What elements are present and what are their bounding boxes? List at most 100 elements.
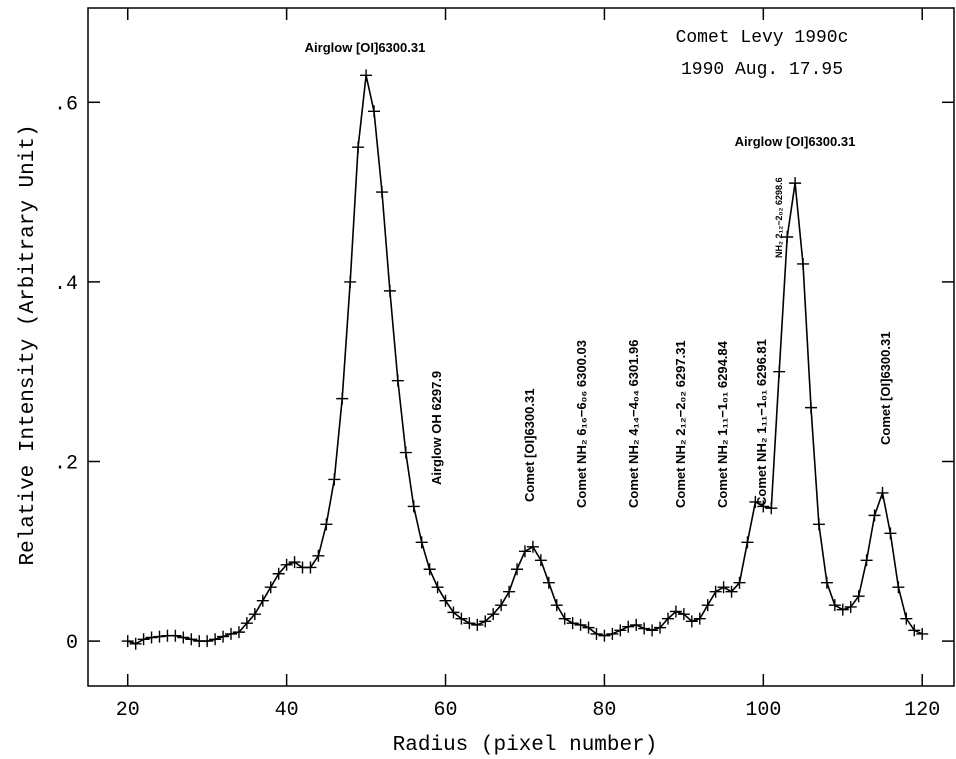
annotation: Comet [OI]6300.31 bbox=[878, 332, 893, 445]
annotation: Comet NH₂ 1₁₁−1₀₁ 6294.84 bbox=[715, 340, 730, 508]
y-tick-label: .4 bbox=[54, 273, 78, 296]
data-point bbox=[225, 627, 238, 640]
data-point bbox=[566, 617, 579, 630]
data-point bbox=[145, 631, 158, 644]
annotation: Comet NH₂ 4₁₄−4₀₄ 6301.96 bbox=[626, 339, 641, 508]
y-axis-label: Relative Intensity (Arbitrary Unit) bbox=[17, 124, 40, 565]
data-point bbox=[542, 576, 555, 589]
data-point bbox=[304, 561, 317, 574]
data-point bbox=[844, 600, 857, 613]
data-point bbox=[209, 633, 222, 646]
data-line bbox=[127, 75, 923, 645]
data-point bbox=[431, 581, 444, 594]
data-point bbox=[669, 605, 682, 618]
annotation: Comet NH₂ 2₁₂−2₀₂ 6297.31 bbox=[673, 340, 688, 508]
data-point bbox=[487, 608, 500, 621]
x-tick-label: 100 bbox=[745, 699, 781, 722]
data-point bbox=[399, 446, 412, 459]
data-point bbox=[701, 599, 714, 612]
data-point bbox=[773, 365, 786, 378]
data-point bbox=[892, 581, 905, 594]
annotation: Comet NH₂ 6₁₆−6₀₆ 6300.03 bbox=[574, 340, 589, 508]
data-point bbox=[876, 486, 889, 499]
data-point bbox=[884, 527, 897, 540]
data-point bbox=[582, 621, 595, 634]
data-point bbox=[479, 615, 492, 628]
annotation: Airglow OH 6297.9 bbox=[429, 371, 444, 485]
y-tick-label: .6 bbox=[54, 93, 78, 116]
data-point bbox=[272, 567, 285, 580]
data-point bbox=[240, 617, 253, 630]
data-point bbox=[860, 554, 873, 567]
data-point bbox=[256, 594, 269, 607]
data-point bbox=[685, 615, 698, 628]
data-point bbox=[781, 230, 794, 243]
data-point bbox=[677, 608, 690, 621]
x-tick-label: 120 bbox=[904, 699, 940, 722]
x-tick-label: 20 bbox=[116, 699, 140, 722]
data-point bbox=[749, 495, 762, 508]
data-point bbox=[280, 558, 293, 571]
data-point bbox=[352, 141, 365, 154]
x-tick-label: 80 bbox=[592, 699, 616, 722]
data-point bbox=[344, 275, 357, 288]
data-point bbox=[733, 576, 746, 589]
plot-frame bbox=[87, 7, 955, 687]
data-point bbox=[622, 620, 635, 633]
data-point bbox=[550, 599, 563, 612]
annotation: NH₂ 2₁₂−2₀₂ 6298.6 bbox=[774, 177, 784, 258]
data-point bbox=[153, 630, 166, 643]
data-point bbox=[574, 618, 587, 631]
data-point bbox=[534, 554, 547, 567]
data-point bbox=[630, 618, 643, 631]
data-point bbox=[789, 177, 802, 190]
data-point bbox=[812, 518, 825, 531]
annotation: Comet NH₂ 1₁₁−1₀₁ 6296.81 bbox=[754, 339, 769, 506]
data-point bbox=[415, 536, 428, 549]
data-point bbox=[217, 630, 230, 643]
data-point bbox=[471, 618, 484, 631]
data-point bbox=[638, 622, 651, 635]
x-tick-label: 60 bbox=[434, 699, 458, 722]
data-point bbox=[654, 621, 667, 634]
annotation: Airglow [OI]6300.31 bbox=[735, 134, 856, 149]
data-point bbox=[336, 392, 349, 405]
data-point bbox=[264, 581, 277, 594]
data-point bbox=[908, 624, 921, 637]
data-point bbox=[320, 518, 333, 531]
data-point bbox=[129, 637, 142, 650]
data-point bbox=[590, 627, 603, 640]
data-point bbox=[407, 500, 420, 513]
data-point bbox=[177, 631, 190, 644]
data-point bbox=[614, 624, 627, 637]
data-point bbox=[709, 585, 722, 598]
data-point bbox=[558, 612, 571, 625]
data-point bbox=[375, 186, 388, 199]
annotation: Comet [OI]6300.31 bbox=[522, 389, 537, 502]
data-point bbox=[836, 603, 849, 616]
data-point bbox=[391, 374, 404, 387]
data-point bbox=[916, 627, 929, 640]
data-point bbox=[383, 284, 396, 297]
data-point bbox=[312, 549, 325, 562]
data-point bbox=[900, 612, 913, 625]
data-point bbox=[661, 612, 674, 625]
data-point bbox=[852, 590, 865, 603]
x-axis-label: Radius (pixel number) bbox=[393, 734, 658, 757]
data-point bbox=[455, 612, 468, 625]
data-point bbox=[232, 626, 245, 639]
data-point bbox=[526, 540, 539, 553]
data-point bbox=[804, 401, 817, 414]
chart-subtitle: 1990 Aug. 17.95 bbox=[681, 60, 843, 80]
y-tick-label: 0 bbox=[66, 632, 78, 655]
data-point bbox=[360, 69, 373, 82]
data-point bbox=[248, 608, 261, 621]
data-point bbox=[725, 585, 738, 598]
chart-title: Comet Levy 1990c bbox=[676, 28, 849, 48]
data-point bbox=[757, 500, 770, 513]
x-tick-label: 40 bbox=[275, 699, 299, 722]
data-point bbox=[137, 633, 150, 646]
data-point bbox=[169, 629, 182, 642]
data-point bbox=[503, 585, 516, 598]
